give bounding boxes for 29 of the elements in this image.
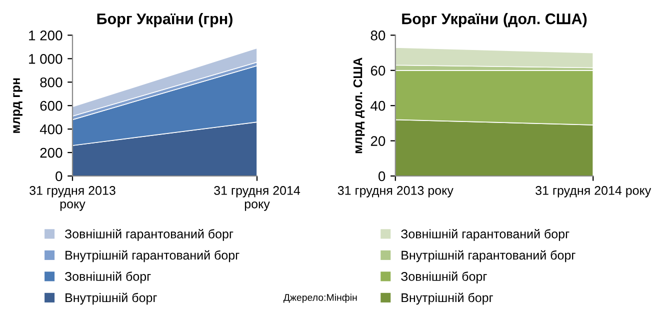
y-tick-label: 40 [370, 100, 386, 111]
legend-label: Внутрішній гарантований борг [402, 250, 576, 262]
y-axis-title: млрд грн [13, 78, 22, 133]
chart-title: Борг України (дол. США) [402, 13, 587, 28]
legend-label: Внутрішній гарантований борг [66, 250, 240, 262]
legend-label: Внутрішній борг [402, 292, 493, 305]
y-tick-label: 60 [370, 66, 386, 76]
legend-label: Зовнішній гарантований борг [64, 229, 234, 241]
chart-title: Борг України (грн) [97, 13, 232, 28]
legend-label: Внутрішній борг [66, 292, 157, 305]
y-tick-label: 400 [40, 124, 62, 134]
y-tick-label: 80 [370, 30, 386, 40]
y-axis-title: млрд дол. США [353, 58, 365, 154]
y-tick-label: 800 [40, 77, 62, 88]
x-tick-label: 31 грудня 2013 року [338, 186, 454, 198]
legend-label: Зовнішній борг [64, 271, 151, 284]
legend-label: Зовнішній гарантований борг [401, 229, 570, 241]
y-tick-label: 200 [40, 148, 62, 158]
x-tick-label: 31 грудня 2014 року [536, 186, 652, 198]
y-tick-label: 20 [370, 136, 386, 146]
y-tick-label: 1 000 [29, 54, 62, 64]
y-tick-label: 1 200 [29, 30, 62, 40]
x-tick-label: 31 грудня 2014 року [214, 186, 300, 211]
y-tick-label: 0 [378, 171, 386, 182]
text: Джерело:Мінфін [283, 294, 357, 303]
y-tick-label: 600 [40, 100, 62, 111]
y-tick-label: 0 [56, 171, 62, 182]
x-tick-label: 31 грудня 2013 року [30, 186, 116, 211]
legend-label: Зовнішній борг [401, 271, 487, 284]
